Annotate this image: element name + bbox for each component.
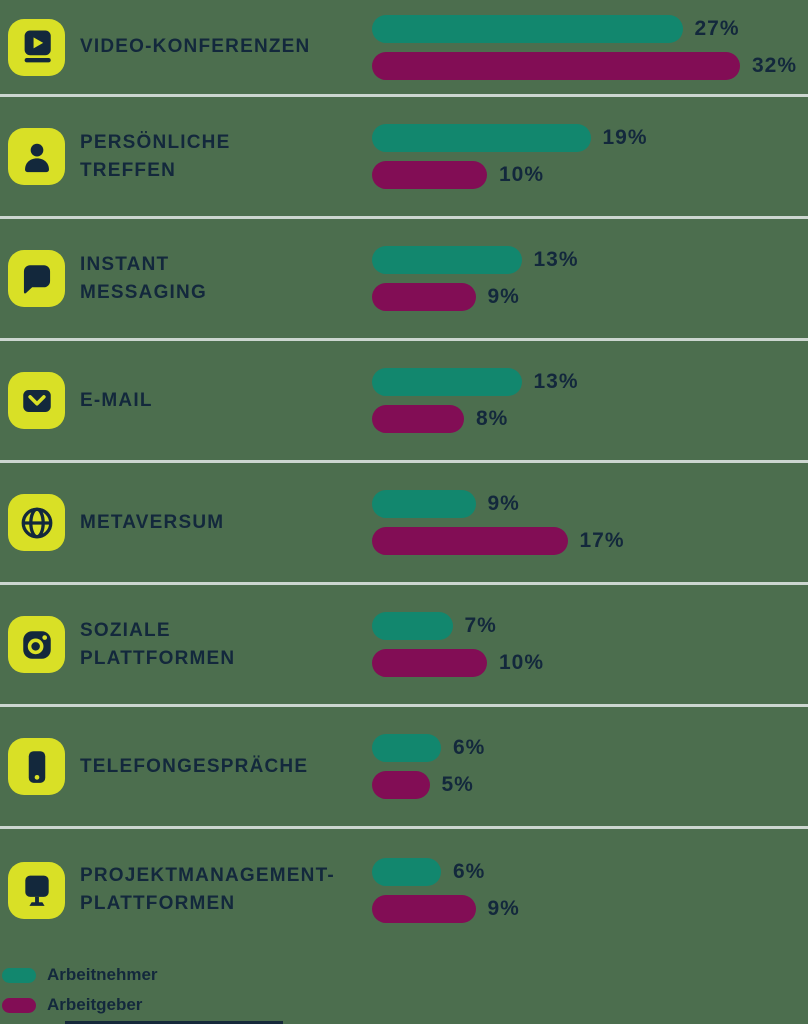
bar-arbeitnehmer — [372, 612, 453, 640]
globe-icon — [8, 494, 65, 551]
bar-arbeitgeber — [372, 527, 568, 555]
bar-value-arbeitnehmer: 13% — [533, 370, 579, 393]
legend-item-arbeitnehmer: Arbeitnehmer — [2, 965, 808, 985]
bar-group: 13% 8% — [372, 368, 808, 433]
row-label: SOZIALE PLATTFORMEN — [80, 619, 236, 669]
monitor-icon — [8, 861, 65, 919]
bar-group: 6% 9% — [372, 857, 808, 923]
bar-value-arbeitgeber: 9% — [487, 896, 520, 920]
legend: Arbeitnehmer Arbeitgeber — [0, 951, 808, 1015]
bar-arbeitnehmer — [372, 246, 522, 274]
chart-row-soziale-plattformen: SOZIALE PLATTFORMEN 7% 10% — [0, 585, 808, 707]
bar-arbeitgeber — [372, 405, 464, 433]
row-label: VIDEO-KONFERENZEN — [80, 36, 311, 58]
bar-value-arbeitnehmer: 6% — [453, 859, 486, 883]
bar-arbeitnehmer — [372, 368, 522, 396]
bar-arbeitnehmer — [372, 490, 476, 518]
legend-swatch-arbeitnehmer — [2, 967, 36, 983]
bar-value-arbeitnehmer: 27% — [694, 16, 740, 40]
bar-arbeitgeber — [372, 283, 476, 311]
chart-row-video-konferenzen: VIDEO-KONFERENZEN 27% 32% — [0, 0, 808, 97]
bar-value-arbeitnehmer: 13% — [533, 248, 579, 271]
chart-row-instant-messaging: INSTANT MESSAGING 13% 9% — [0, 219, 808, 341]
bar-value-arbeitgeber: 9% — [487, 285, 520, 308]
chart-row-projektmanagement-plattformen: PROJEKTMANAGEMENT- PLATTFORMEN 6% 9% — [0, 829, 808, 951]
envelope-icon — [8, 372, 65, 429]
bar-group: 19% 10% — [372, 124, 808, 189]
legend-label: Arbeitnehmer — [47, 965, 158, 984]
row-label: PROJEKTMANAGEMENT- PLATTFORMEN — [80, 865, 335, 914]
chart-row-email: E-MAIL 13% 8% — [0, 341, 808, 463]
bar-value-arbeitgeber: 32% — [752, 53, 798, 77]
chart-row-persoenliche-treffen: PERSÖNLICHE TREFFEN 19% 10% — [0, 97, 808, 219]
row-label: PERSÖNLICHE TREFFEN — [80, 131, 231, 181]
row-label: TELEFONGESPRÄCHE — [80, 755, 309, 777]
bar-value-arbeitgeber: 17% — [579, 529, 625, 552]
bar-value-arbeitgeber: 10% — [499, 651, 545, 674]
legend-swatch-arbeitgeber — [2, 997, 36, 1013]
bar-group: 6% 5% — [372, 734, 808, 799]
bar-arbeitnehmer — [372, 857, 441, 886]
chart-row-metaversum: METAVERSUM 9% 17% — [0, 463, 808, 585]
bar-group: 27% 32% — [372, 14, 808, 80]
chart-row-telefongespraeche: TELEFONGESPRÄCHE 6% 5% — [0, 707, 808, 829]
smartphone-icon — [8, 738, 65, 795]
bar-value-arbeitnehmer: 7% — [464, 614, 497, 637]
bar-arbeitgeber — [372, 51, 740, 80]
legend-item-arbeitgeber: Arbeitgeber — [2, 995, 808, 1015]
bar-arbeitgeber — [372, 649, 487, 677]
person-icon — [8, 128, 65, 185]
bar-arbeitnehmer — [372, 734, 441, 762]
bar-value-arbeitgeber: 8% — [476, 407, 509, 430]
bar-group: 9% 17% — [372, 490, 808, 555]
chat-bubble-icon — [8, 250, 65, 307]
row-label: E-MAIL — [80, 389, 153, 411]
bar-arbeitnehmer — [372, 124, 591, 152]
row-label: METAVERSUM — [80, 511, 225, 533]
bar-arbeitgeber — [372, 771, 430, 799]
video-book-icon — [8, 18, 65, 76]
bar-value-arbeitnehmer: 19% — [602, 126, 648, 149]
bar-arbeitnehmer — [372, 14, 683, 43]
bottom-partial-divider — [65, 1021, 283, 1024]
legend-label: Arbeitgeber — [47, 995, 143, 1014]
bar-value-arbeitgeber: 5% — [441, 773, 474, 796]
bar-value-arbeitnehmer: 9% — [487, 492, 520, 515]
bar-value-arbeitgeber: 10% — [499, 163, 545, 186]
row-label: INSTANT MESSAGING — [80, 253, 207, 303]
bar-arbeitgeber — [372, 894, 476, 923]
bar-group: 7% 10% — [372, 612, 808, 677]
camera-icon — [8, 616, 65, 673]
bar-group: 13% 9% — [372, 246, 808, 311]
bar-value-arbeitnehmer: 6% — [453, 736, 486, 759]
bar-arbeitgeber — [372, 161, 487, 189]
